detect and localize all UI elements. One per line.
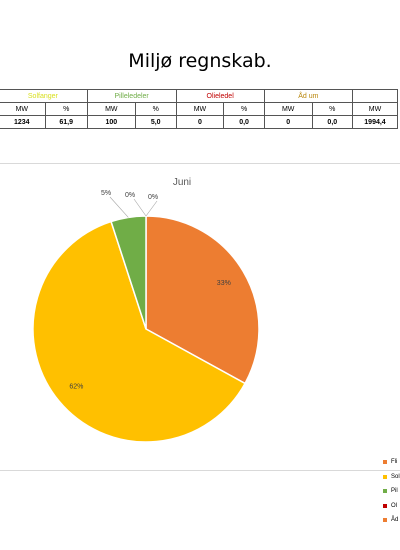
value-cell: 100 <box>86 115 136 129</box>
legend-item-ol: Ol <box>383 499 400 514</box>
slice-data-label: 33% <box>217 280 231 287</box>
group-header-solfanger: Solfanger <box>0 89 88 103</box>
pie-chart: Juni 33% 62% 5% 0% 0% <box>32 177 260 443</box>
unit-cell: MW <box>86 102 136 116</box>
pie-slice-sol <box>32 220 247 443</box>
slice-data-label: 62% <box>69 384 83 391</box>
pie-slice-fli <box>145 215 260 385</box>
summary-table: Solfanger Pilleledeler Olieledel Åd um M… <box>0 89 398 129</box>
unit-cell: MW <box>0 102 46 116</box>
group-header-total <box>352 89 398 103</box>
legend-swatch <box>383 503 387 508</box>
unit-cell: MW <box>263 102 313 116</box>
unit-cell: MW <box>175 102 225 116</box>
value-cell: 1994,4 <box>352 115 398 129</box>
value-cell: 0,0 <box>311 115 354 129</box>
page-title: Miljø regnskab. <box>128 50 272 72</box>
unit-cell: % <box>134 102 177 116</box>
unit-cell: MW <box>352 102 398 116</box>
value-cell: 5,0 <box>134 115 177 129</box>
group-header-olieledel: Olieledel <box>175 89 265 103</box>
chart-area: Juni 33% 62% 5% 0% 0% Fli Sol Pil Ol Åd <box>0 163 400 523</box>
legend-swatch <box>383 460 387 465</box>
group-header-adum: Åd um <box>263 89 354 103</box>
slice-data-label: 5% <box>101 190 111 197</box>
table-unit-row: MW % MW % MW % MW % MW <box>0 102 398 116</box>
value-cell: 0,0 <box>223 115 265 129</box>
unit-cell: % <box>223 102 265 116</box>
legend-item-pil: Pil <box>383 484 400 499</box>
label-leader-line <box>109 196 129 218</box>
value-cell: 1234 <box>0 115 46 129</box>
value-cell: 0 <box>263 115 313 129</box>
table-value-row: 1234 61,9 100 5,0 0 0,0 0 0,0 1994,4 <box>0 115 398 129</box>
legend-label: Sol <box>391 473 400 480</box>
legend-label: Åd <box>391 517 399 524</box>
slice-data-label: 0% <box>148 194 158 201</box>
legend-swatch <box>383 474 387 479</box>
table-group-row: Solfanger Pilleledeler Olieledel Åd um <box>0 89 398 103</box>
chart-legend: Fli Sol Pil Ol Åd <box>383 455 400 528</box>
legend-swatch <box>383 489 387 494</box>
label-leader-line <box>133 198 147 217</box>
label-leader-line <box>145 200 158 217</box>
legend-label: Fli <box>391 459 398 466</box>
unit-cell: % <box>311 102 354 116</box>
legend-label: Pil <box>391 488 398 495</box>
legend-swatch <box>383 518 387 523</box>
value-cell: 61,9 <box>44 115 88 129</box>
unit-cell: % <box>44 102 88 116</box>
chart-title: Juni <box>173 177 191 188</box>
value-cell: 0 <box>175 115 225 129</box>
slice-data-label: 0% <box>125 192 135 199</box>
group-header-pilleledeler: Pilleledeler <box>86 89 177 103</box>
legend-item-åd: Åd <box>383 513 400 528</box>
legend-label: Ol <box>391 502 397 509</box>
legend-item-sol: Sol <box>383 470 400 485</box>
legend-item-fli: Fli <box>383 455 400 470</box>
